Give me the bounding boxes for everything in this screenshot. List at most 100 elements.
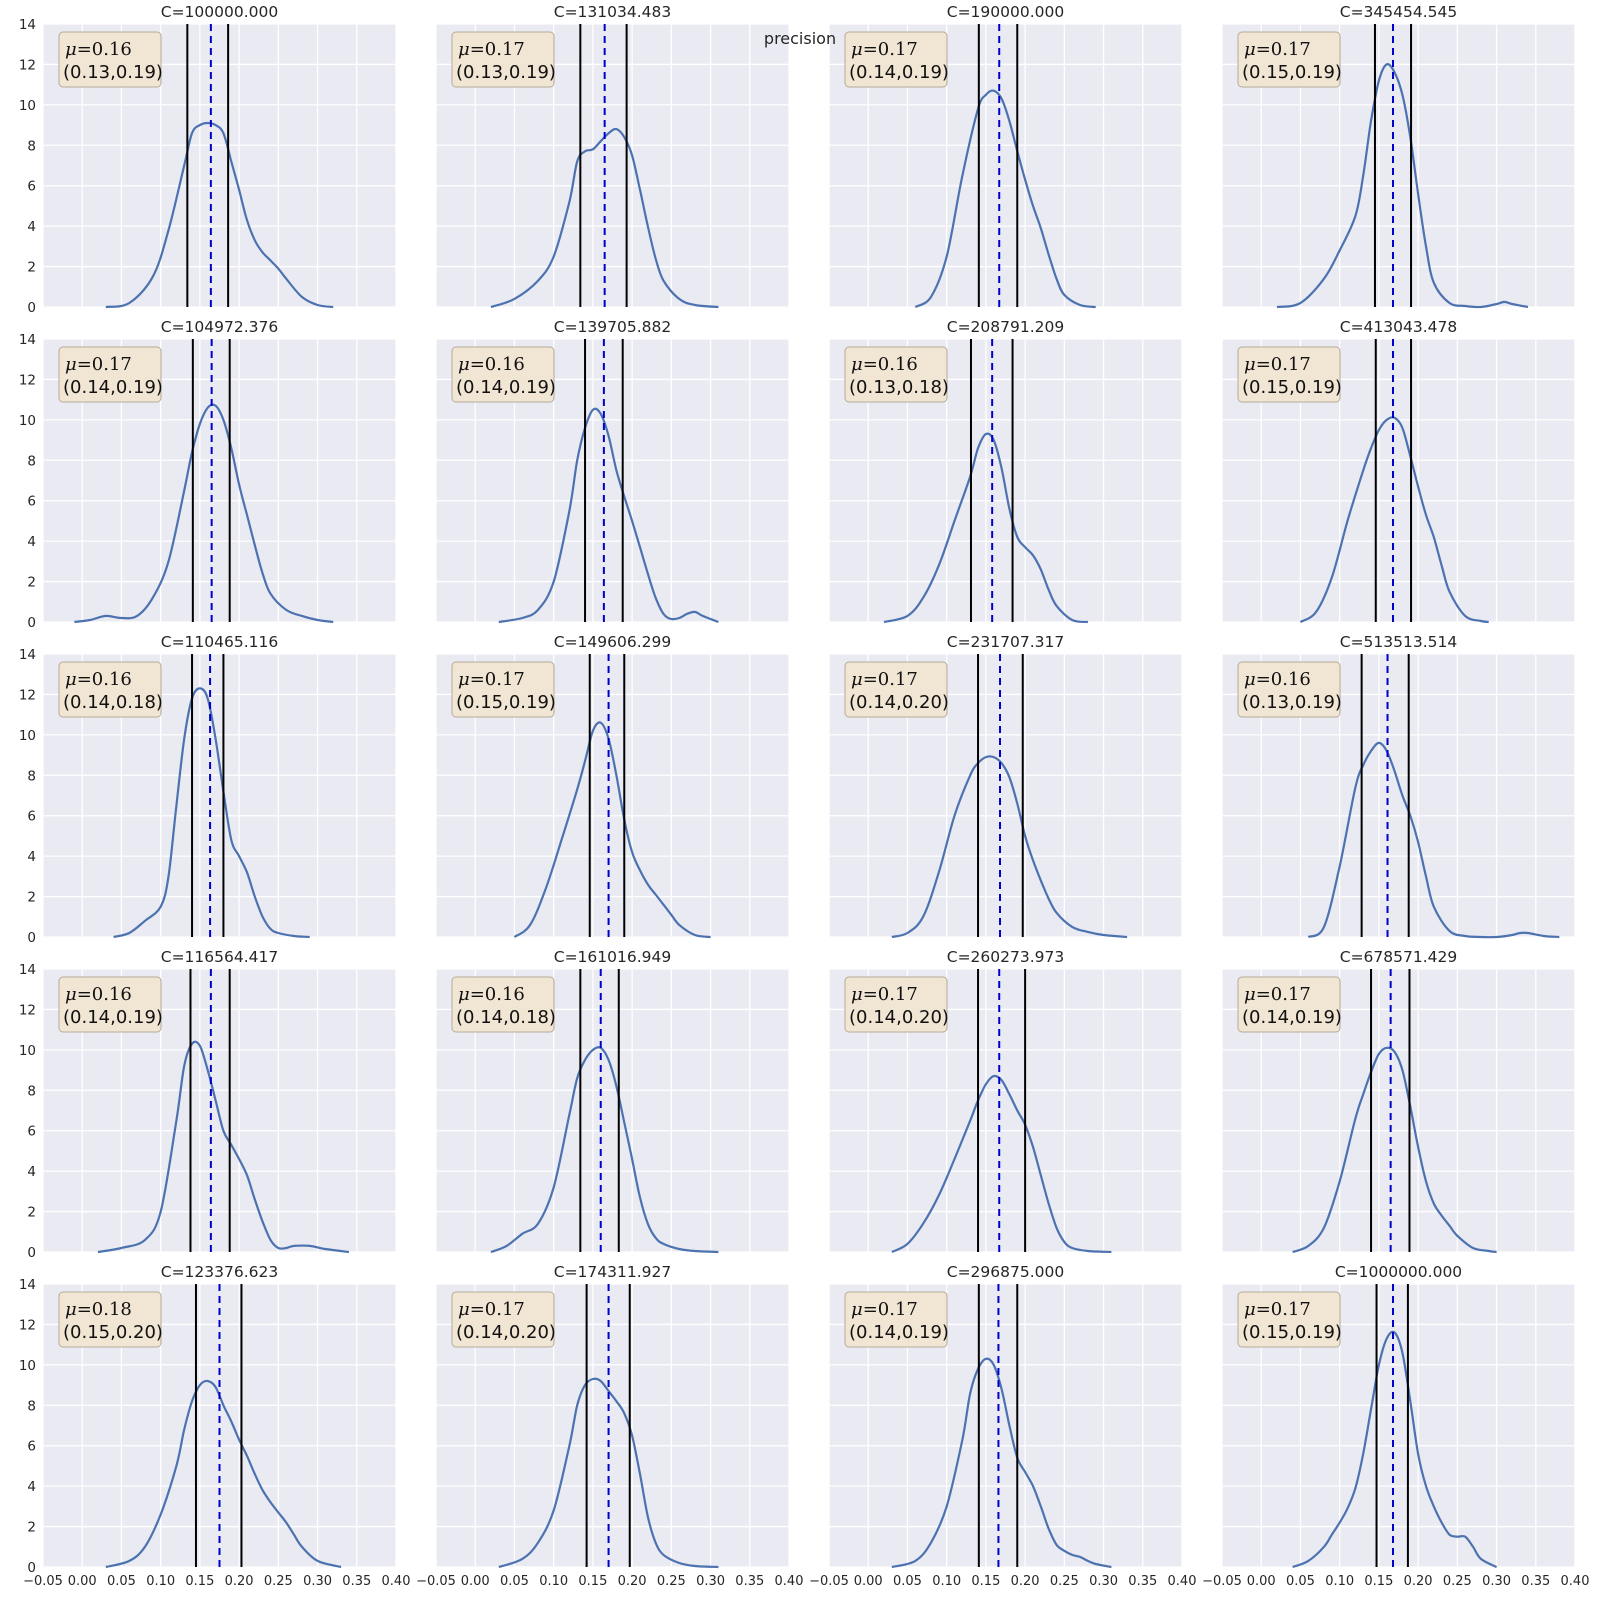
annotation-box: [451, 1291, 555, 1348]
subplot-title: C=1000000.000: [1335, 1263, 1462, 1281]
kde-curve: [498, 1377, 719, 1569]
annotation-interval: (0.15,0.19): [1242, 1322, 1342, 1343]
annotation-interval: (0.15,0.19): [1242, 377, 1342, 398]
annotation-interval: (0.14,0.19): [849, 1322, 949, 1343]
x-tick-label: 0.15: [1364, 1574, 1393, 1589]
kde-curve: [891, 755, 1128, 939]
x-tick-label: 0.40: [775, 1574, 804, 1589]
annotation-box: [844, 976, 948, 1033]
subplot-title: C=123376.623: [161, 1263, 279, 1281]
annotation-interval: (0.14,0.20): [849, 1007, 949, 1028]
annotation-box: [58, 346, 162, 403]
annotation-interval: (0.14,0.20): [456, 1322, 556, 1343]
annotation-interval: (0.14,0.19): [849, 62, 949, 83]
y-tick-label: 2: [27, 575, 36, 591]
annotation-interval: (0.15,0.19): [1242, 62, 1342, 83]
x-tick-label: 0.00: [461, 1574, 490, 1589]
annotation-mean: μ=0.17: [458, 1299, 525, 1320]
annotation-mean: μ=0.16: [1244, 669, 1311, 690]
annotation-box: [1237, 1291, 1341, 1348]
x-tick-label: 0.35: [1128, 1574, 1157, 1589]
annotation-interval: (0.15,0.19): [456, 692, 556, 713]
x-tick-label: 0.00: [1247, 1574, 1276, 1589]
annotation-interval: (0.14,0.20): [849, 692, 949, 713]
annotation-interval: (0.13,0.19): [1242, 692, 1342, 713]
kde-curve: [113, 687, 310, 939]
annotation-interval: (0.14,0.19): [63, 1007, 163, 1028]
annotation-box: [451, 976, 555, 1033]
annotation-box: [58, 1291, 162, 1348]
x-tick-label: 0.15: [971, 1574, 1000, 1589]
y-tick-label: 0: [27, 1245, 36, 1261]
y-tick-label: 6: [27, 494, 36, 510]
subplot-title: C=139705.882: [554, 318, 672, 336]
subplot-13: C=116564.417 0 2 4 6 8 10 12 14 μ=0.16(0.14,0.19): [19, 948, 397, 1261]
kde-curve: [490, 127, 719, 309]
kde-curve: [1292, 1330, 1498, 1569]
kde-curve: [891, 1074, 1112, 1254]
annotation-mean: μ=0.17: [851, 1299, 918, 1320]
annotation-mean: μ=0.17: [851, 669, 918, 690]
x-tick-label: 0.20: [1011, 1574, 1040, 1589]
annotation-interval: (0.13,0.18): [849, 377, 949, 398]
x-tick-label: 0.25: [657, 1574, 686, 1589]
subplot-title: C=116564.417: [161, 948, 279, 966]
y-tick-label: 14: [19, 647, 36, 663]
y-tick-label: 14: [19, 962, 36, 978]
x-tick-label: 0.30: [1482, 1574, 1511, 1589]
annotation-mean: μ=0.16: [458, 354, 525, 375]
subplot-14: C=161016.949 μ=0.16(0.14,0.18): [435, 948, 790, 1254]
y-tick-label: 2: [27, 260, 36, 276]
subplot-8: C=413043.478 μ=0.17(0.15,0.19): [1221, 318, 1576, 624]
subplot-1: C=100000.000 0 2 4 6 8 10 12 14 μ=0.16(0.13,0.19): [19, 3, 397, 316]
kde-curve: [490, 1046, 719, 1254]
y-tick-label: 0: [27, 1560, 36, 1576]
subplot-19: C=296875.000 −0.05 0.00 0.05 0.10 0.15 0.20 0.2…: [809, 1263, 1196, 1589]
y-tick-label: 12: [19, 57, 36, 73]
subplot-title: C=104972.376: [161, 318, 279, 336]
subplot-10: C=149606.299 μ=0.17(0.15,0.19): [435, 633, 790, 939]
subplot-2: C=131034.483 μ=0.17(0.13,0.19): [435, 3, 790, 309]
annotation-interval: (0.13,0.19): [63, 62, 163, 83]
x-tick-label: 0.35: [735, 1574, 764, 1589]
annotation-mean: μ=0.16: [458, 984, 525, 1005]
x-tick-label: 0.10: [146, 1574, 175, 1589]
y-tick-label: 0: [27, 300, 36, 316]
x-tick-label: 0.35: [342, 1574, 371, 1589]
y-tick-label: 6: [27, 809, 36, 825]
y-tick-label: 4: [27, 849, 36, 865]
subplot-9: C=110465.116 0 2 4 6 8 10 12 14 μ=0.16(0.14,0.18): [19, 633, 397, 946]
subplot-12: C=513513.514 μ=0.16(0.13,0.19): [1221, 633, 1576, 939]
kde-curve: [883, 432, 1089, 624]
x-tick-label: 0.20: [1404, 1574, 1433, 1589]
kde-curve: [97, 1040, 350, 1254]
kde-curve: [105, 121, 334, 309]
subplot-title: C=678571.429: [1340, 948, 1458, 966]
annotation-interval: (0.13,0.19): [456, 62, 556, 83]
annotation-interval: (0.14,0.18): [63, 692, 163, 713]
subplot-5: C=104972.376 0 2 4 6 8 10 12 14 μ=0.17(0.14,0.19): [19, 318, 397, 631]
x-tick-label: 0.30: [1089, 1574, 1118, 1589]
kde-curve: [513, 721, 711, 939]
annotation-mean: μ=0.17: [1244, 1299, 1311, 1320]
y-tick-label: 4: [27, 1164, 36, 1180]
annotation-mean: μ=0.17: [458, 669, 525, 690]
x-tick-label: −0.05: [809, 1574, 849, 1589]
x-tick-label: 0.15: [185, 1574, 214, 1589]
subplot-4: C=345454.545 μ=0.17(0.15,0.19): [1221, 3, 1576, 309]
x-tick-label: 0.30: [696, 1574, 725, 1589]
figure-suptitle: precision: [763, 29, 837, 48]
annotation-box: [451, 661, 555, 718]
x-tick-label: 0.40: [1168, 1574, 1197, 1589]
x-tick-label: 0.40: [1561, 1574, 1590, 1589]
x-tick-label: 0.25: [264, 1574, 293, 1589]
subplot-title: C=413043.478: [1340, 318, 1458, 336]
x-tick-label: 0.10: [932, 1574, 961, 1589]
subplot-17: C=123376.623 0 2 4 6 8 10 12 14 −0.05 0.00 0.05 0.10…: [19, 1263, 411, 1589]
x-tick-label: −0.05: [23, 1574, 63, 1589]
y-tick-label: 8: [27, 1083, 36, 1099]
kde-curve: [914, 89, 1096, 309]
x-tick-label: 0.35: [1521, 1574, 1550, 1589]
annotation-mean: μ=0.18: [65, 1299, 132, 1320]
